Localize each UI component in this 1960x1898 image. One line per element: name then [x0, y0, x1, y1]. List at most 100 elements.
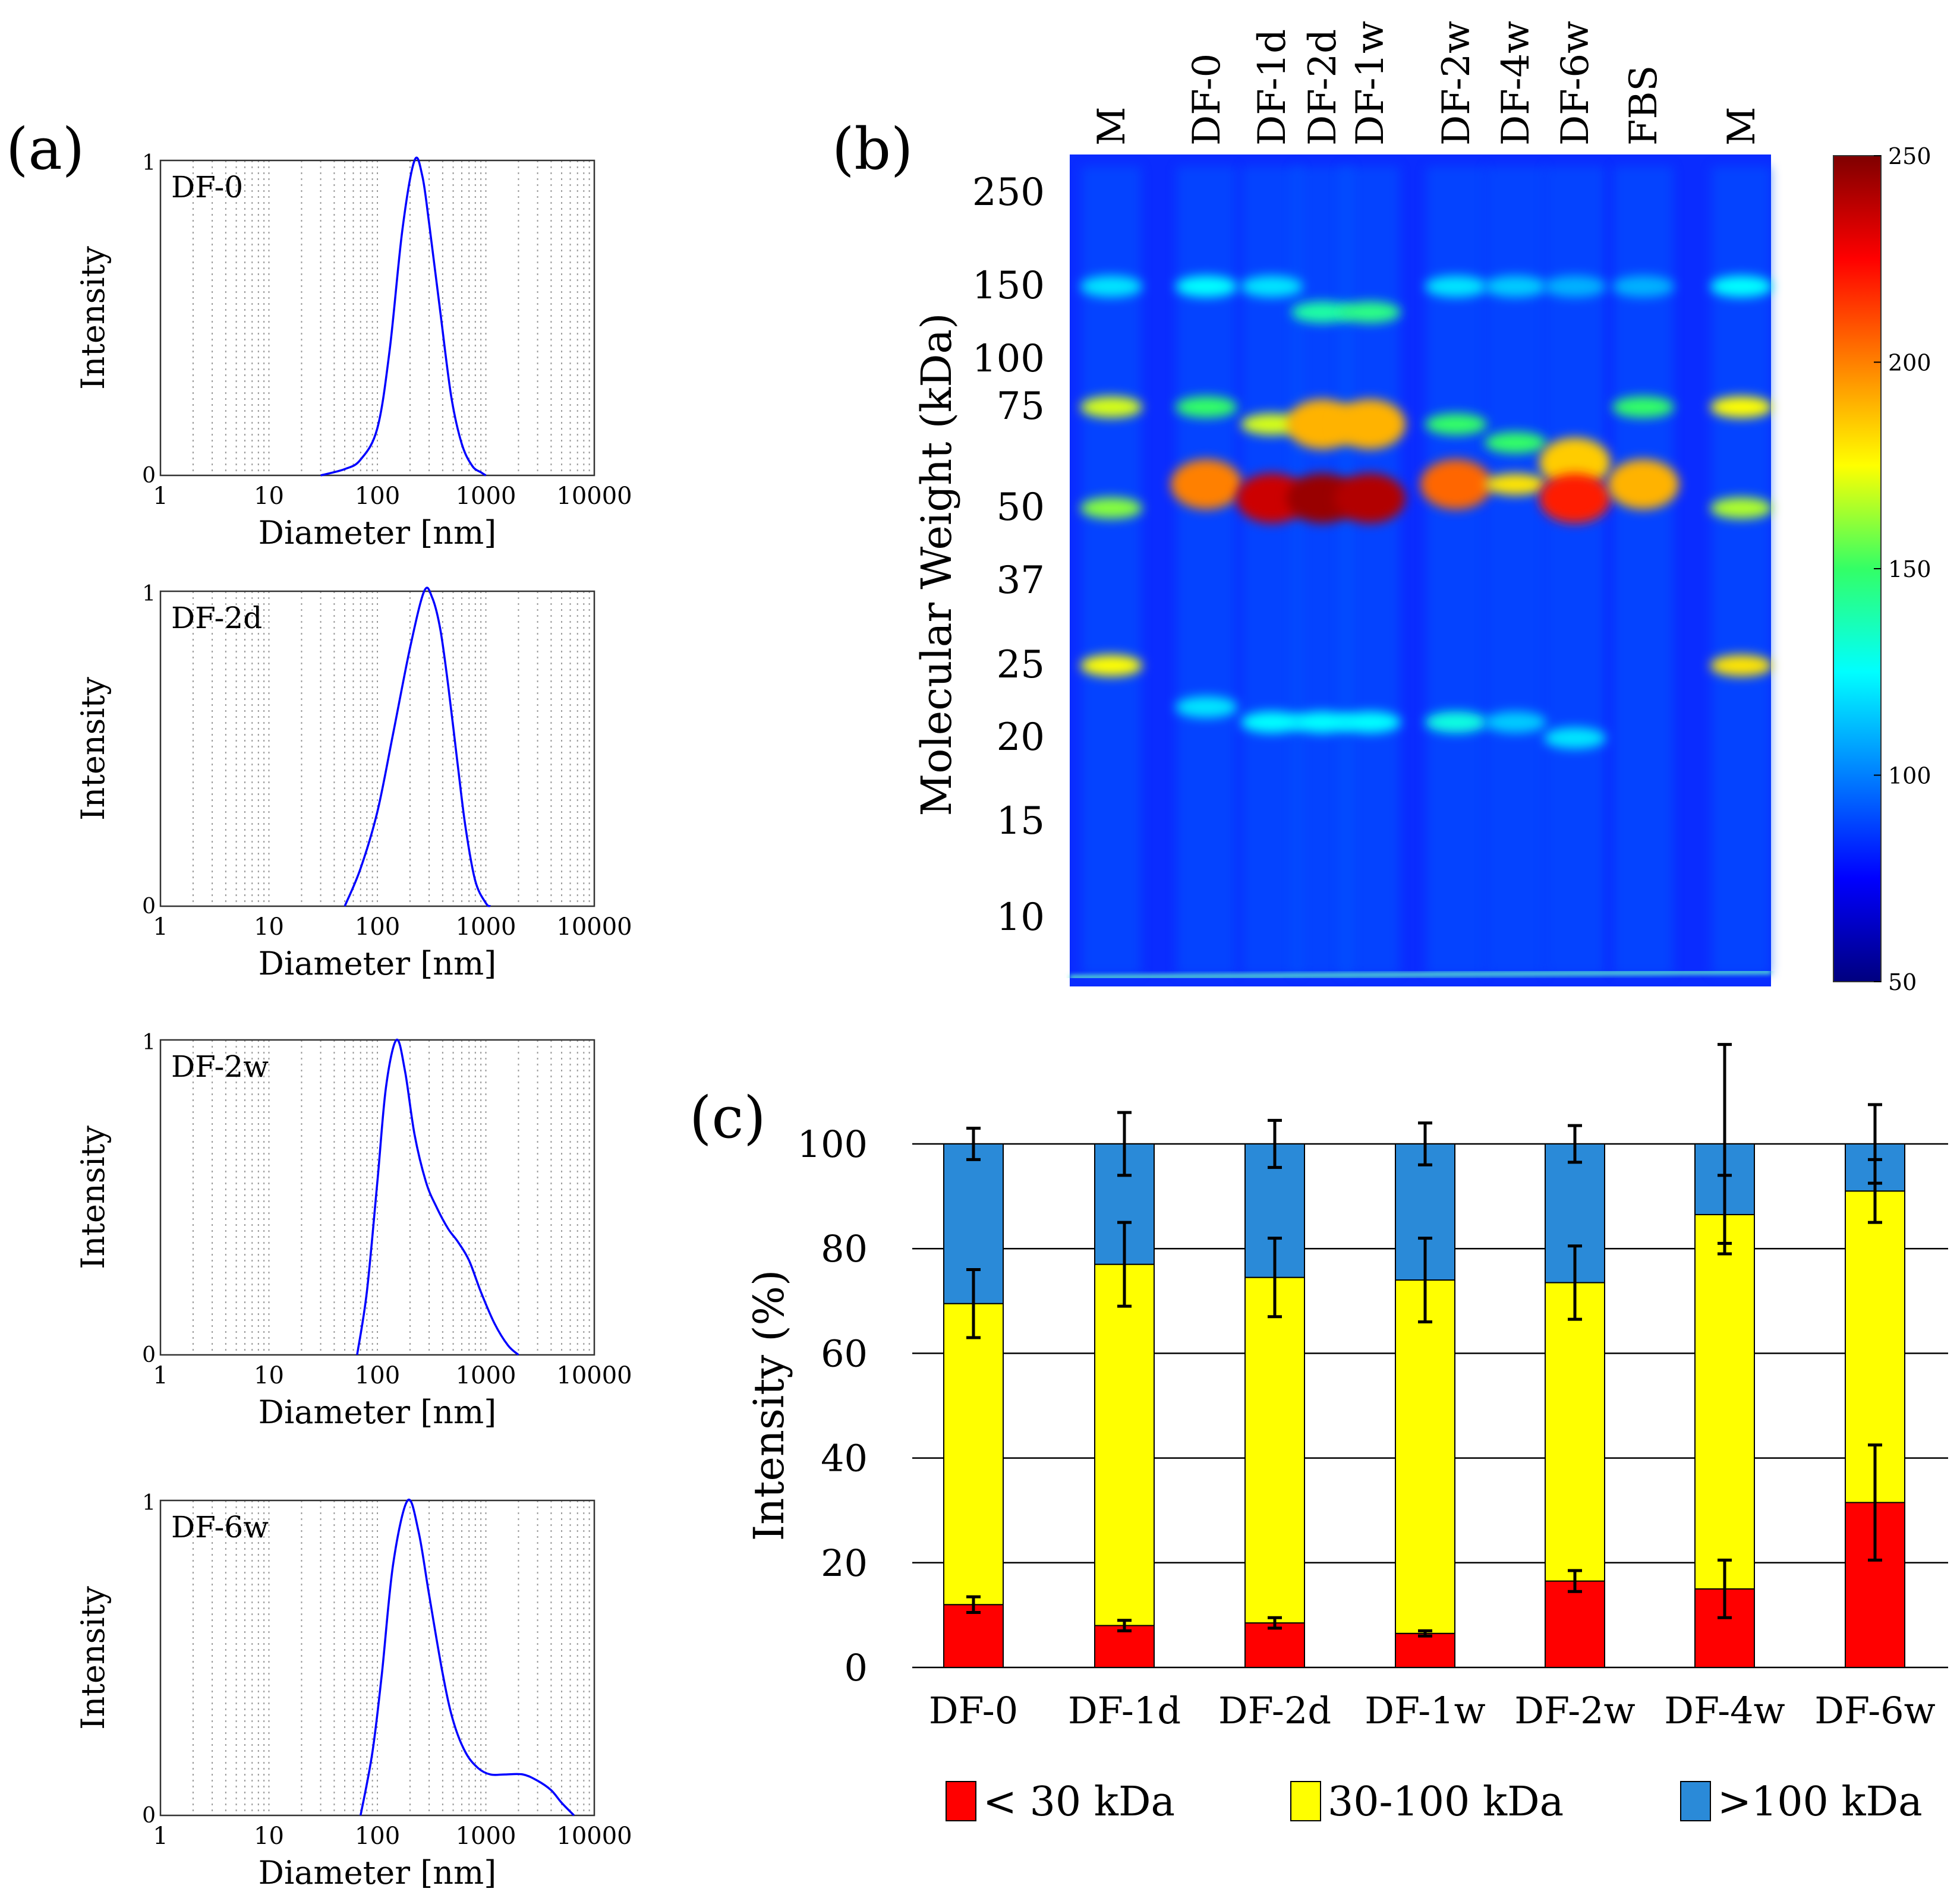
dls-xtick-label: 10000	[556, 913, 632, 941]
dls-curve	[356, 1039, 519, 1356]
error-bar	[1868, 1443, 1882, 1562]
legend-entry: 30-100 kDa	[1290, 1779, 1564, 1826]
gel-lane-streak	[1426, 166, 1486, 975]
gel-bottom-edge	[1069, 969, 1772, 980]
gel-band	[1080, 497, 1142, 519]
legend-swatch	[1290, 1781, 1321, 1821]
dls-curve	[320, 156, 487, 477]
bar-segment	[1094, 1263, 1155, 1626]
gel-band	[1080, 396, 1142, 418]
gel-lane-label: DF-1d	[1250, 29, 1294, 146]
gel-band	[1176, 696, 1237, 718]
dls-ytick-label: 0	[142, 464, 156, 488]
panel-c-label: (c)	[689, 1084, 766, 1151]
bar-category-label: DF-4w	[1664, 1689, 1785, 1732]
gel-band	[1241, 711, 1303, 733]
gel-panel: M DF-0 DF-1d DF-2d DF-1w DF-2w DF-4w DF-6w FBS M 2…	[912, 21, 1931, 995]
gel-band	[1080, 655, 1142, 676]
gel-lane-label: DF-0	[1185, 53, 1229, 146]
dls-sample-label: DF-0	[171, 170, 243, 204]
gel-mw-label: 15	[997, 799, 1045, 843]
dls-yaxis-label: Intensity	[74, 1125, 112, 1269]
gel-band	[1176, 396, 1237, 418]
bar-segment	[1395, 1279, 1455, 1634]
dls-plot-frame	[159, 1499, 595, 1817]
dls-xtick-label: 1000	[456, 1362, 516, 1389]
legend-label: 30-100 kDa	[1328, 1779, 1564, 1826]
bar-segment	[1545, 1282, 1605, 1582]
gel-band	[1425, 276, 1487, 297]
bar-ytick-label: 20	[821, 1541, 868, 1585]
gel-lane-streak	[1614, 166, 1673, 975]
gel-lane-label: DF-2w	[1435, 21, 1479, 146]
dls-xtick-label: 10	[254, 1362, 284, 1389]
gel-lane-streak	[1177, 166, 1236, 975]
error-bar	[1868, 1103, 1882, 1185]
dls-sample-label: DF-2w	[171, 1049, 269, 1084]
gel-band	[1241, 413, 1303, 435]
gel-band	[1544, 276, 1606, 297]
legend-entry: >100 kDa	[1680, 1779, 1923, 1826]
dls-xtick-label: 10	[254, 1823, 284, 1850]
gel-mw-label: 25	[997, 643, 1045, 687]
error-bar	[1117, 1619, 1132, 1632]
error-bar	[966, 1595, 981, 1614]
gel-band	[1485, 474, 1546, 496]
gel-lane-label: M	[1720, 106, 1764, 146]
bar-yaxis-label: Intensity (%)	[745, 1270, 793, 1541]
error-bar	[1268, 1118, 1282, 1169]
error-bar	[966, 1268, 981, 1339]
gel-mw-label: 37	[997, 559, 1045, 603]
colorbar-tick-label: 200	[1888, 350, 1931, 376]
gel-mw-label: 150	[972, 264, 1045, 308]
stacked-bar-panel: 0 20 40 60 80 100 Intensity (%) DF-0 DF-1d DF-2d D…	[745, 1043, 1948, 1826]
gel-band	[1485, 711, 1546, 733]
error-bar	[1418, 1629, 1432, 1638]
dls-sample-label: DF-2d	[171, 601, 262, 635]
dls-ytick-label: 1	[142, 1030, 156, 1055]
gel-band	[1236, 473, 1307, 524]
dls-plot-frame	[159, 590, 595, 907]
legend-label: >100 kDa	[1718, 1779, 1923, 1826]
gel-band	[1485, 431, 1546, 453]
gel-band	[1291, 711, 1353, 733]
dls-ytick-label: 0	[142, 1804, 156, 1828]
colorbar-tick-label: 150	[1888, 556, 1931, 582]
gel-lane-label: FBS	[1622, 65, 1666, 146]
gel-band	[1334, 473, 1406, 524]
bar-ytick-label: 60	[821, 1332, 868, 1375]
dls-ytick-label: 0	[142, 894, 156, 919]
bar-ytick-label: 80	[821, 1227, 868, 1270]
gel-band	[1612, 276, 1674, 297]
colorbar	[1833, 155, 1882, 982]
gel-band	[1710, 276, 1772, 297]
gel-band	[1080, 276, 1142, 297]
gel-band	[1544, 727, 1606, 749]
gel-mw-label: 20	[997, 715, 1045, 759]
gel-band	[1171, 459, 1242, 510]
dls-xtick-label: 1	[153, 1823, 168, 1850]
gel-lane-streak	[1340, 166, 1400, 975]
dls-xtick-label: 1	[153, 483, 168, 510]
dls-ytick-label: 1	[142, 151, 156, 175]
gel-band	[1612, 396, 1674, 418]
panel-a-label: (a)	[6, 116, 85, 182]
gel-mw-label: 75	[997, 384, 1045, 428]
bar-segment	[1694, 1213, 1755, 1590]
gel-band	[1339, 301, 1401, 323]
bar-category-label: DF-1w	[1365, 1689, 1485, 1732]
gel-band	[1485, 276, 1546, 297]
dls-ytick-label: 0	[142, 1343, 156, 1367]
gel-band	[1539, 437, 1611, 488]
gel-band	[1710, 396, 1772, 418]
dls-xtick-label: 10	[254, 483, 284, 510]
legend-swatch	[1680, 1781, 1711, 1821]
error-bar	[1268, 1616, 1282, 1630]
gel-lane-streak	[1082, 166, 1141, 975]
dls-xaxis-label: Diameter [nm]	[259, 1393, 497, 1431]
gel-mw-label: 100	[972, 337, 1045, 381]
gel-band	[1420, 459, 1492, 510]
gel-band	[1539, 473, 1611, 524]
